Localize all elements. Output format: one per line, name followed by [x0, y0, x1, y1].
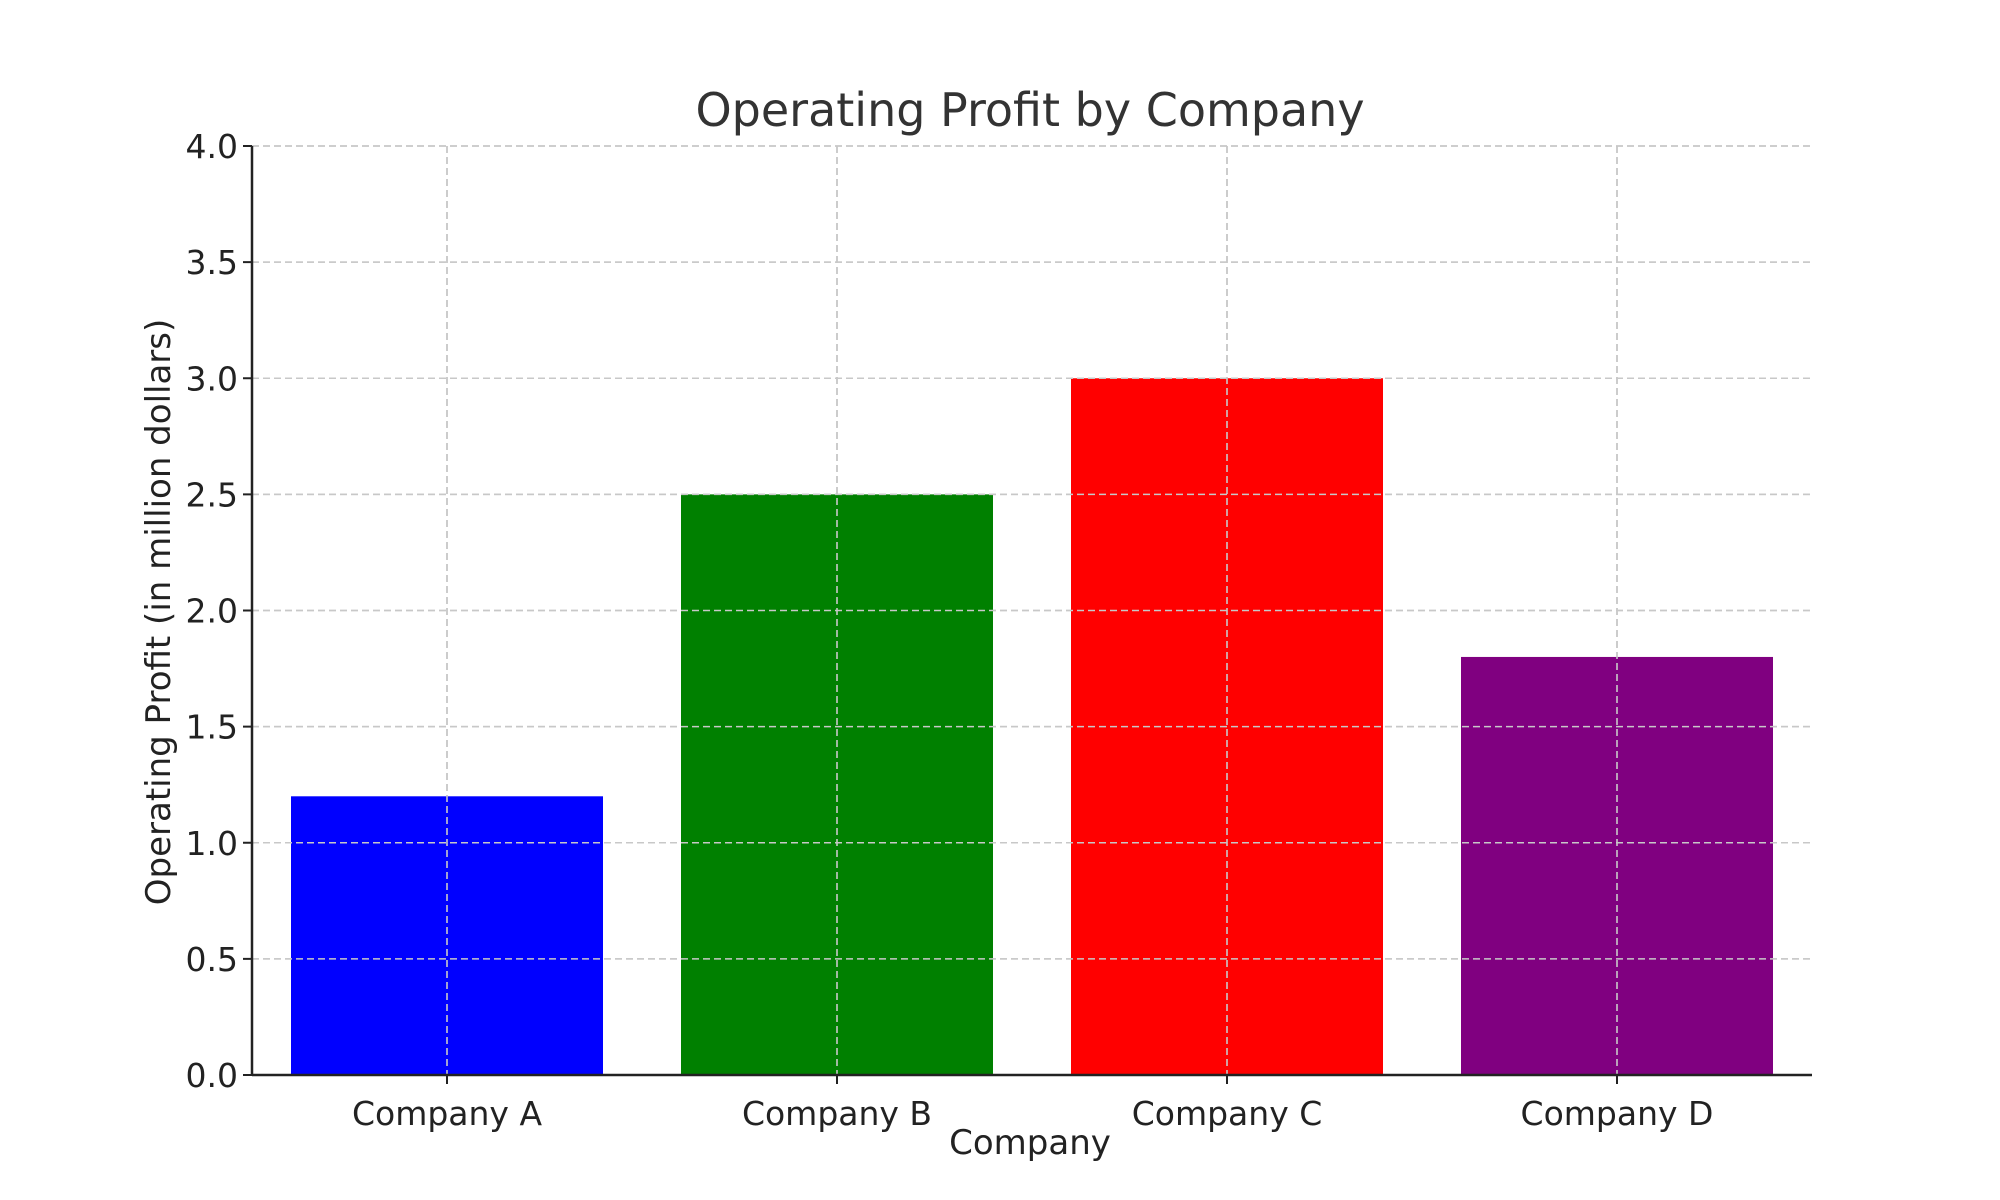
y-tick-label: 4.0: [186, 127, 238, 166]
x-tick-label: Company A: [352, 1094, 542, 1133]
y-tick-label: 0.5: [186, 940, 238, 979]
axes: [243, 145, 1812, 1084]
y-tick-label: 3.5: [186, 243, 238, 282]
chart-title: Operating Profit by Company: [695, 83, 1364, 137]
y-axis-label: Operating Profit (in million dollars): [139, 319, 179, 905]
y-tick-label: 1.0: [186, 824, 238, 863]
bar-company-a: [291, 796, 603, 1075]
y-tick-label: 2.5: [186, 475, 238, 514]
tick-labels: 0.0 0.5 1.0 1.5 2.0 2.5 3.0 3.5 4.0 Company A Comp…: [186, 127, 1714, 1133]
x-tick-label: Company C: [1132, 1094, 1323, 1133]
x-tick-label: Company D: [1521, 1094, 1714, 1133]
y-tick-label: 3.0: [186, 359, 238, 398]
grid-overlay: [252, 145, 1812, 1076]
x-axis-label: Company: [949, 1123, 1111, 1163]
y-tick-label: 2.0: [186, 592, 238, 631]
x-tick-label: Company B: [742, 1094, 932, 1133]
y-tick-label: 0.0: [186, 1056, 238, 1095]
y-tick-label: 1.5: [186, 708, 238, 747]
